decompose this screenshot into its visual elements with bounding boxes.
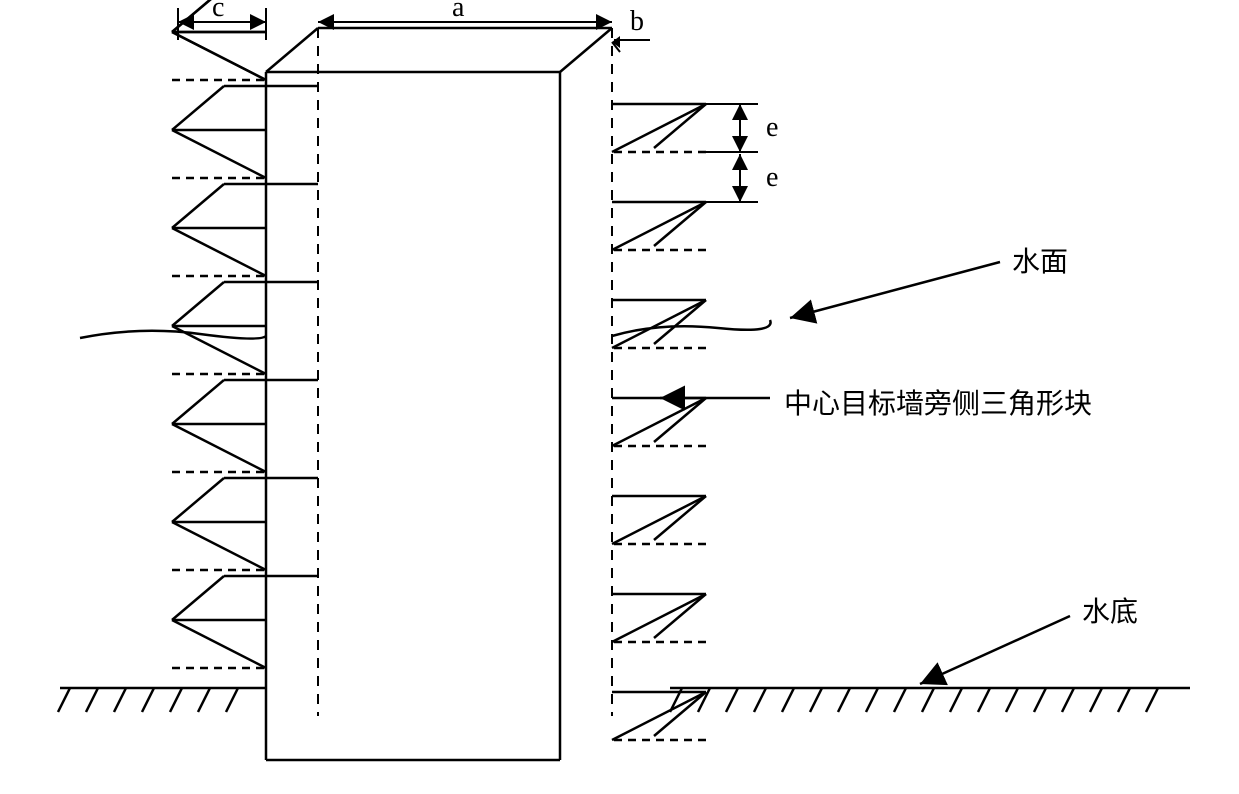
- wall-front: [266, 72, 560, 760]
- dim-label-c: c: [212, 0, 224, 24]
- right-triangular-fins: [612, 104, 706, 740]
- water-surface-line: [80, 331, 266, 339]
- dim-label-a: a: [452, 0, 464, 24]
- label-triangular-block: 中心目标墙旁侧三角形块: [784, 382, 1092, 422]
- water-surface-line-right: [612, 320, 771, 336]
- arrow-water-bottom: [920, 616, 1070, 684]
- diagram-container: a c b e e 水面 中心目标墙旁侧三角形块 水底: [0, 0, 1239, 789]
- dim-label-e2: e: [766, 162, 778, 194]
- label-water-bottom: 水底: [1082, 590, 1138, 630]
- wall-back-edges: [318, 28, 612, 716]
- ground-hatch-right: [670, 688, 1158, 712]
- dim-e: [706, 104, 758, 202]
- dim-label-e1: e: [766, 112, 778, 144]
- arrow-water-surface: [790, 262, 1000, 318]
- ground-hatch-left: [58, 688, 238, 712]
- label-water-surface: 水面: [1012, 240, 1068, 280]
- dim-label-b: b: [630, 6, 644, 38]
